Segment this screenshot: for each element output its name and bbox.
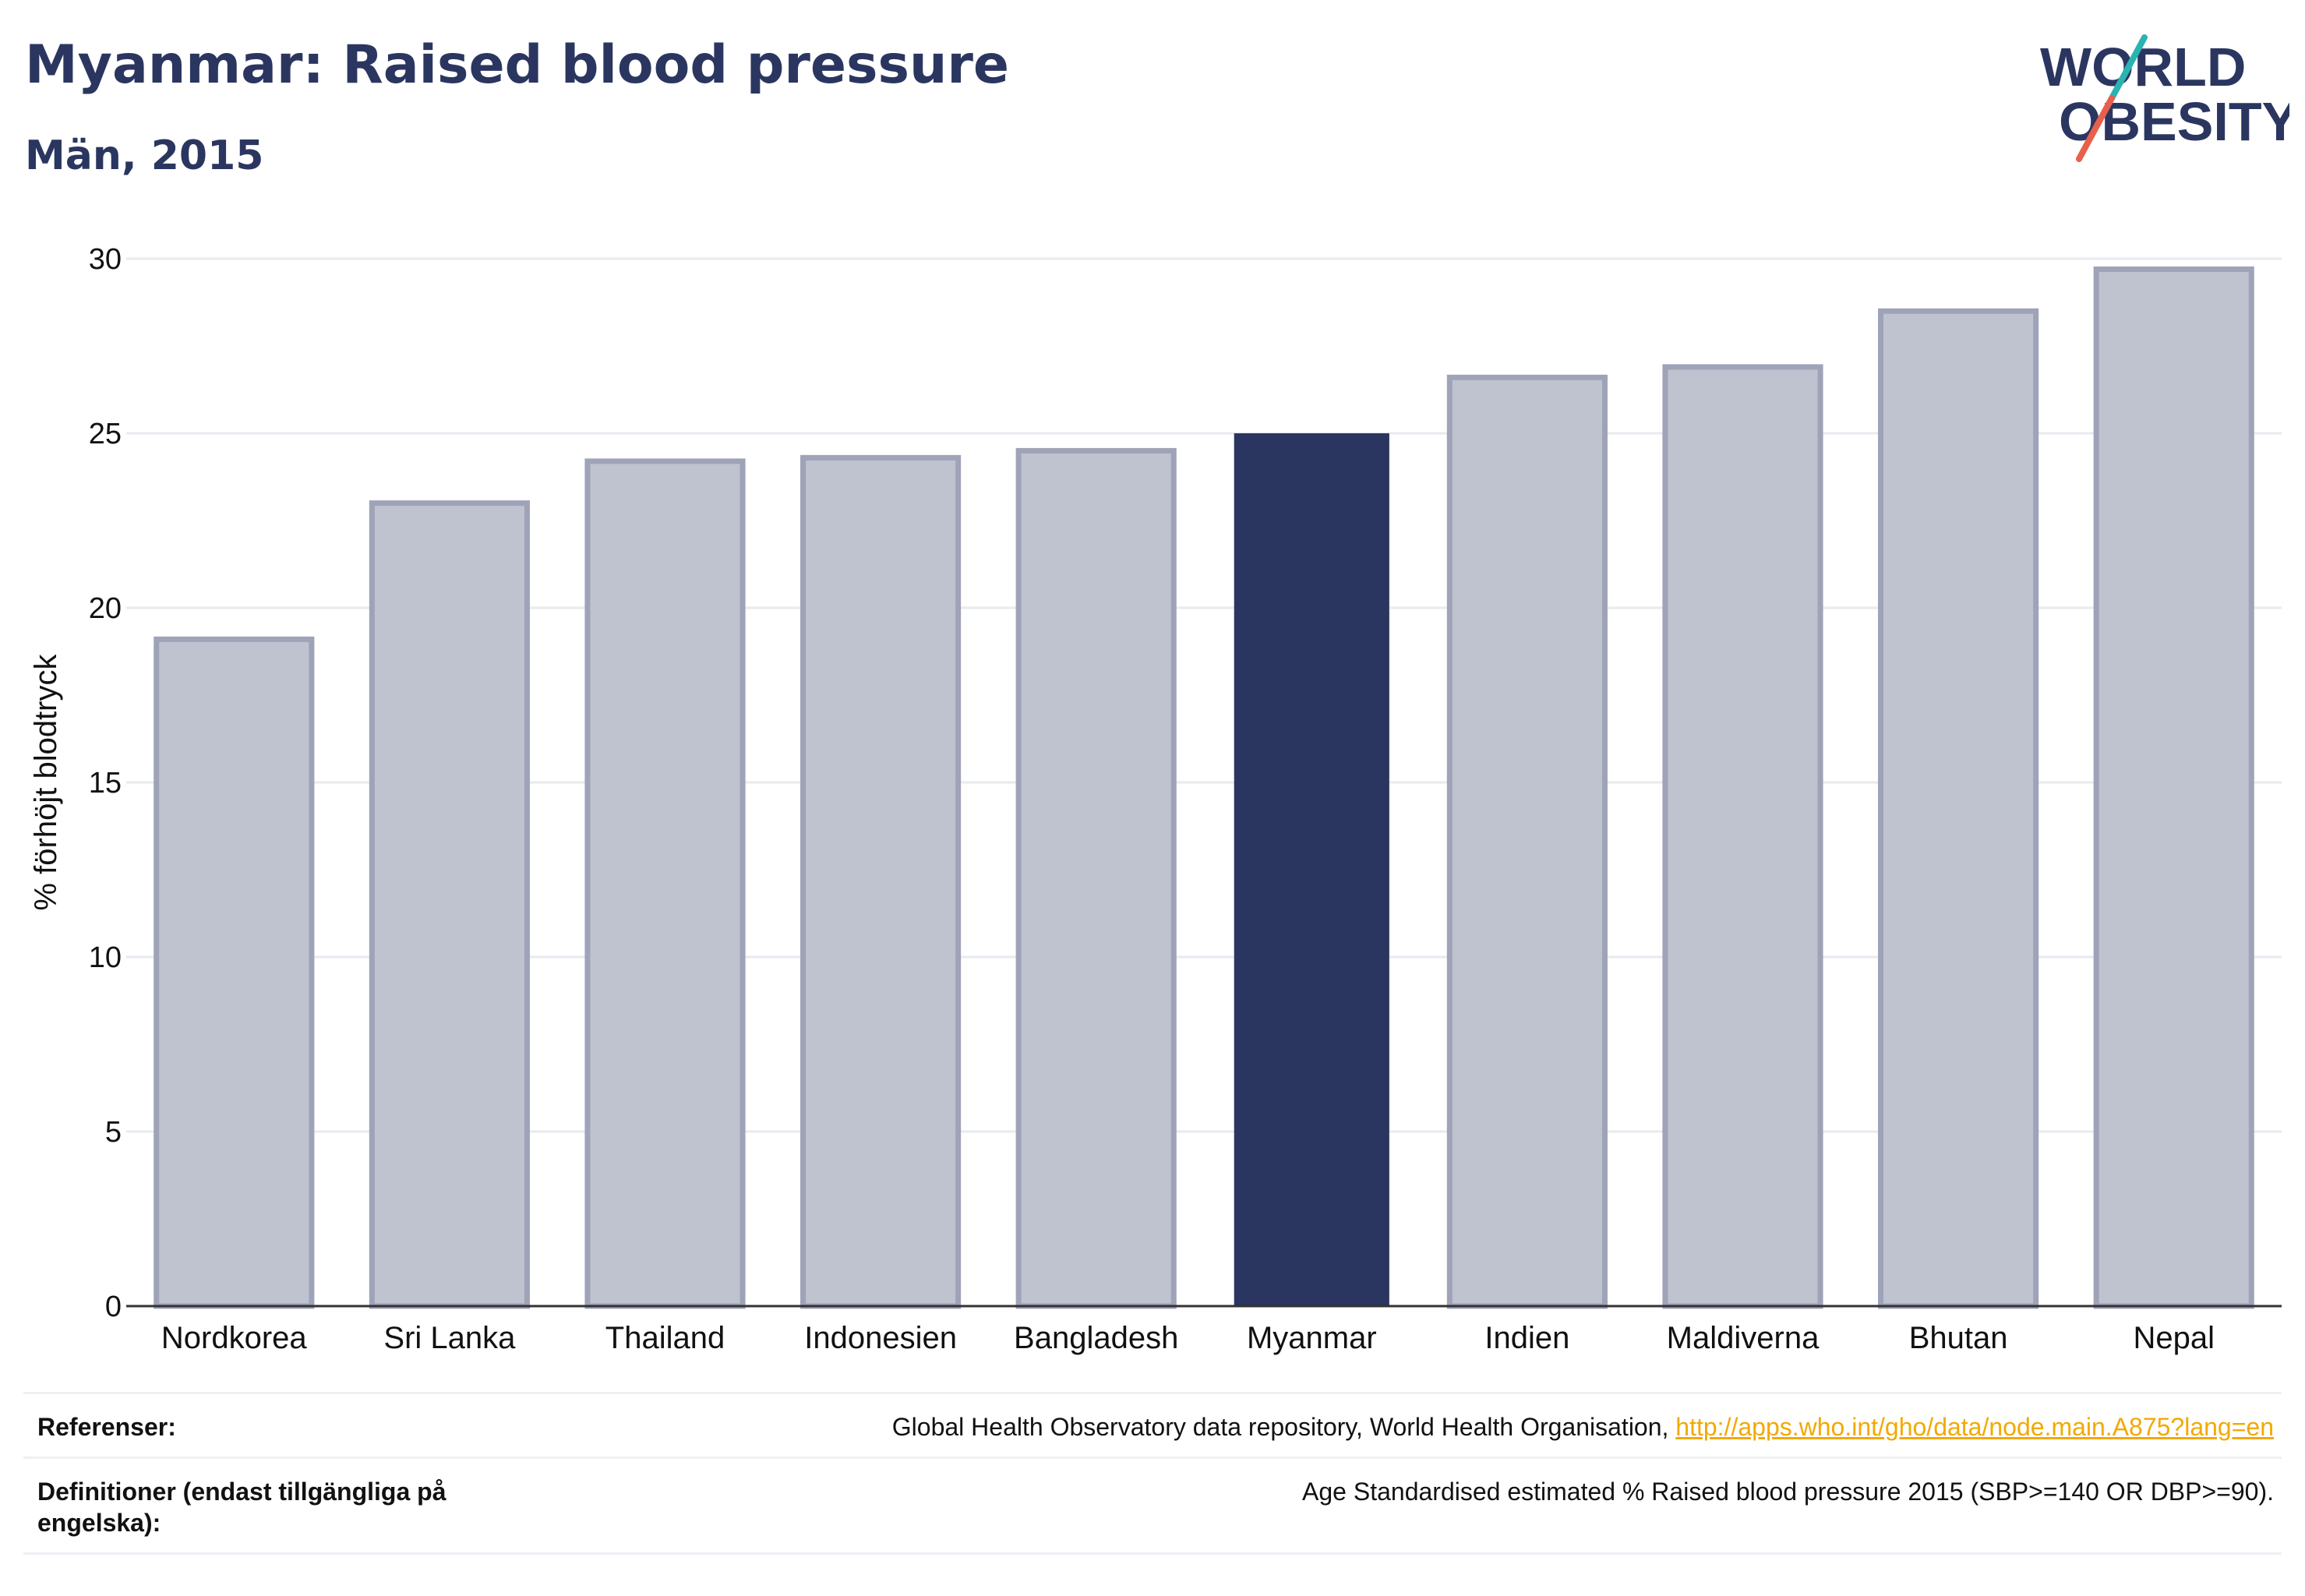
y-tick-label: 30 [89, 243, 122, 276]
logo-slash-teal [2109, 34, 2148, 101]
x-tick-label: Maldiverna [1667, 1321, 1820, 1355]
x-tick-label: Thailand [605, 1321, 725, 1355]
bar-indonesien [800, 454, 962, 1309]
y-tick-label: 20 [89, 592, 122, 625]
y-axis-title: % förhöjt blodtryck [29, 653, 63, 910]
references-text: Global Health Observatory data repositor… [891, 1413, 1676, 1441]
references-table: Referenser: Global Health Observatory da… [23, 1392, 2282, 1555]
definitions-row: Definitioner (endast tillgängliga på eng… [23, 1457, 2282, 1555]
chart-subtitle: Män, 2015 [25, 132, 264, 179]
references-link[interactable]: http://apps.who.int/gho/data/node.main.A… [1675, 1413, 2274, 1441]
bar-sri-lanka [369, 500, 530, 1309]
bar-nordkorea [154, 636, 315, 1309]
bar-indien [1446, 374, 1608, 1309]
definitions-label: Definitioner (endast tillgängliga på eng… [37, 1478, 447, 1537]
references-row: Referenser: Global Health Observatory da… [23, 1392, 2282, 1457]
logo-text-world: WORLD [2040, 37, 2246, 97]
bar-bangladesh [1015, 447, 1177, 1309]
bar-thailand [584, 458, 746, 1309]
chart-title: Myanmar: Raised blood pressure [25, 34, 1010, 96]
x-tick-label: Indonesien [804, 1321, 957, 1355]
y-tick-label: 5 [105, 1116, 122, 1149]
x-tick-label: Myanmar [1247, 1321, 1377, 1355]
x-tick-label: Sri Lanka [383, 1321, 516, 1355]
x-tick-label: Nordkorea [161, 1321, 308, 1355]
x-tick-label: Bangladesh [1014, 1321, 1178, 1355]
references-label: Referenser: [37, 1413, 176, 1441]
x-tick-label: Indien [1484, 1321, 1569, 1355]
references-value: Global Health Observatory data repositor… [892, 1411, 2274, 1442]
definitions-value: Age Standardised estimated % Raised bloo… [1302, 1478, 2274, 1506]
bar-bhutan [1878, 308, 2039, 1309]
bar-maldiverna [1662, 364, 1823, 1309]
x-axis-ticks: Nordkorea Sri Lanka Thailand Indonesien Bang… [161, 1321, 2215, 1355]
y-tick-label: 15 [89, 767, 122, 800]
y-tick-label: 10 [89, 941, 122, 974]
bar-nepal [2093, 266, 2254, 1309]
x-tick-label: Nepal [2133, 1321, 2215, 1355]
bar-chart: 0 5 10 15 20 25 30 Nordkorea Sri Lanka Thailand I… [29, 243, 2282, 1355]
logo-slash-red [2076, 95, 2115, 162]
bar-myanmar [1234, 433, 1389, 1306]
y-tick-label: 25 [89, 418, 122, 450]
y-axis-ticks: 0 5 10 15 20 25 30 [89, 243, 122, 1323]
bars [154, 266, 2254, 1309]
world-obesity-logo: WORLD OBESITY [2040, 34, 2289, 162]
y-tick-label: 0 [105, 1291, 122, 1323]
x-tick-label: Bhutan [1909, 1321, 2008, 1355]
